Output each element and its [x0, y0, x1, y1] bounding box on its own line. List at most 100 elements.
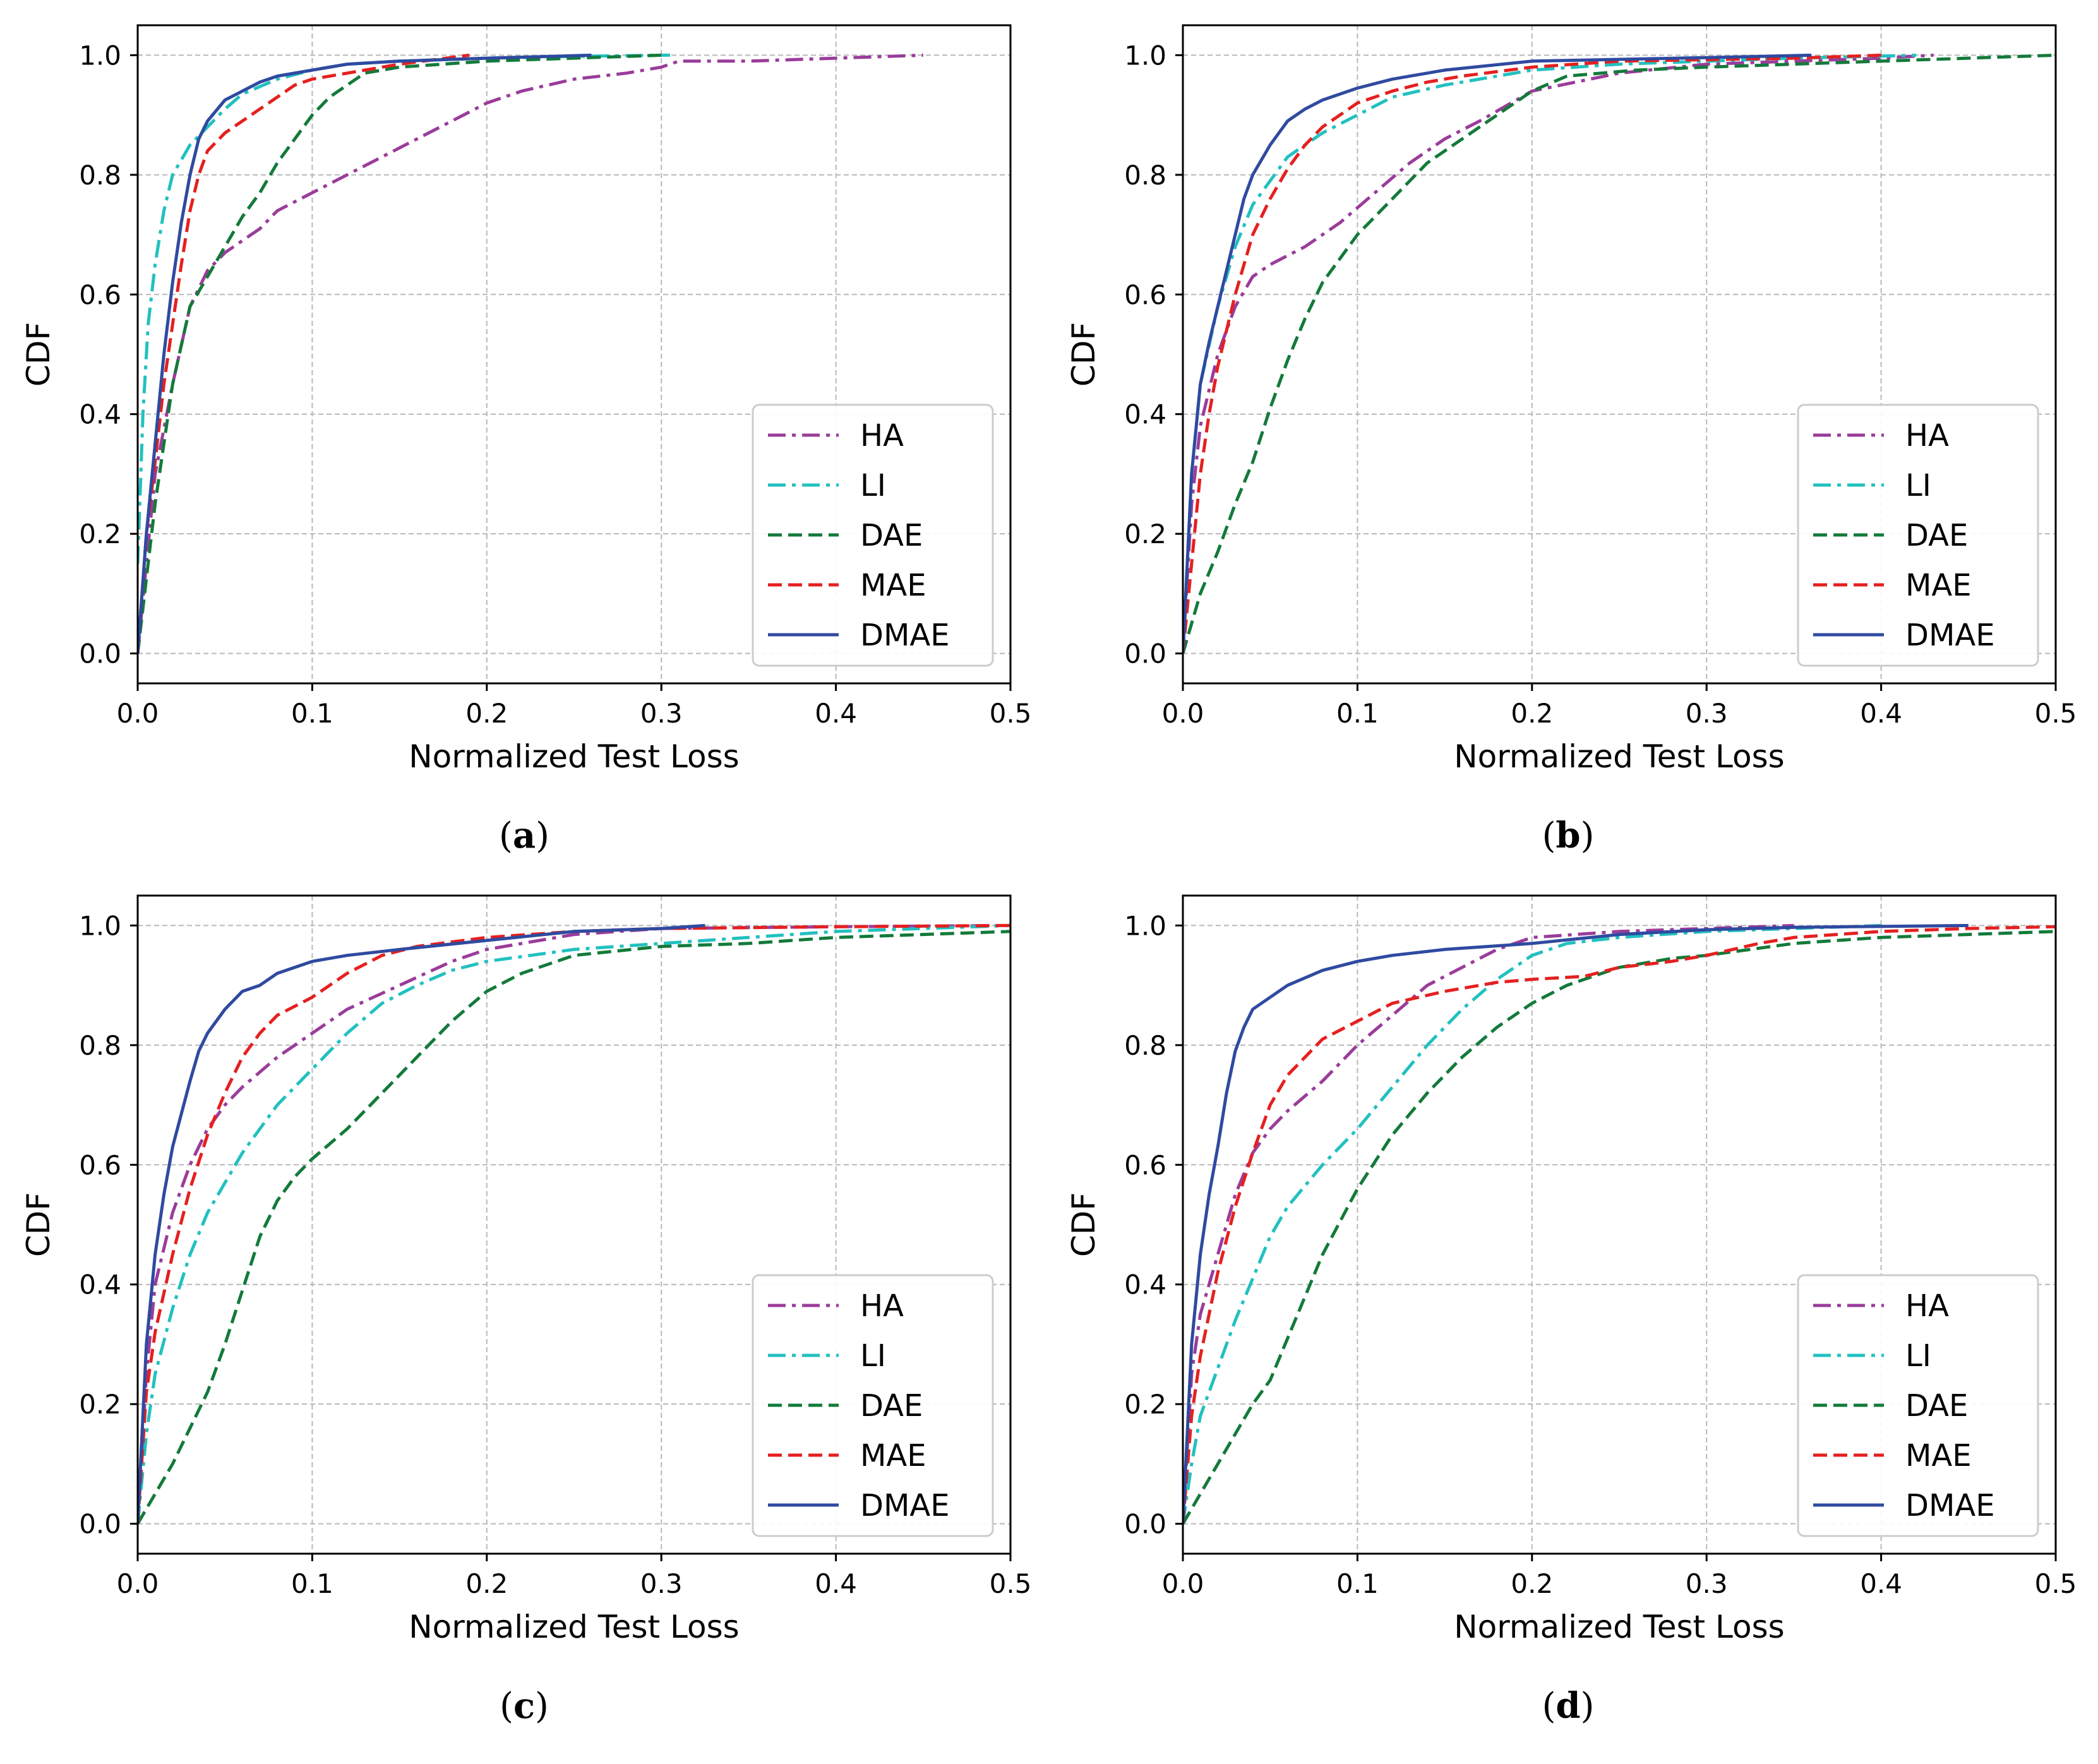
legend-label-mae: MAE — [860, 568, 926, 603]
y-tick-label: 0.4 — [79, 1269, 121, 1300]
x-tick-label: 0.2 — [465, 1568, 508, 1599]
series-line-dae — [1183, 930, 2056, 1525]
x-tick-label: 0.3 — [1686, 698, 1728, 729]
legend-box — [1797, 1274, 2039, 1537]
y-tick-label: 0.8 — [79, 160, 121, 191]
y-tick-label: 1.0 — [1124, 40, 1166, 71]
y-tick-label: 0.8 — [1124, 1030, 1166, 1061]
y-tick-label: 0.2 — [1124, 519, 1166, 549]
y-tick-label: 0.6 — [1124, 279, 1166, 310]
legend-box — [752, 404, 994, 667]
legend: HA LI DAE MAE DMAE — [752, 1274, 994, 1537]
legend-label-li: LI — [1905, 468, 1931, 503]
legend-label-dae: DAE — [1905, 518, 1968, 553]
x-tick-label: 0.5 — [2035, 698, 2077, 729]
x-tick-label: 0.3 — [1686, 1568, 1728, 1599]
legend-label-dmae: DMAE — [1905, 618, 1995, 653]
x-axis-label: Normalized Test Loss — [409, 1609, 739, 1645]
series-line-li — [138, 53, 670, 564]
legend-label-dae: DAE — [1905, 1388, 1968, 1424]
y-tick-label: 0.0 — [79, 1509, 121, 1540]
y-tick-label: 0.4 — [1124, 399, 1166, 430]
y-tick-label: 0.6 — [79, 279, 121, 310]
x-axis-label: Normalized Test Loss — [1454, 738, 1784, 775]
legend: HA LI DAE MAE DMAE — [1797, 1274, 2039, 1537]
series-line-ha — [138, 923, 1010, 1524]
x-tick-label: 0.2 — [465, 698, 508, 729]
caption-b: (b) — [1542, 815, 1595, 856]
legend-label-dmae: DMAE — [860, 1488, 950, 1523]
y-tick-label: 0.2 — [1124, 1389, 1166, 1420]
plot-frame — [1182, 894, 2057, 1555]
y-tick-label: 0.6 — [1124, 1149, 1166, 1180]
plot-frame — [136, 894, 1012, 1555]
legend-box — [1797, 404, 2039, 667]
y-tick-label: 1.0 — [79, 910, 121, 941]
plot-frame — [136, 24, 1012, 685]
series-line-dae — [138, 930, 1010, 1525]
y-tick-label: 0.4 — [1124, 1269, 1166, 1300]
series-line-mae — [1183, 53, 1881, 654]
x-tick-label: 0.0 — [1162, 698, 1204, 729]
x-tick-label: 0.4 — [815, 1568, 857, 1599]
x-tick-label: 0.5 — [990, 1568, 1032, 1599]
x-tick-label: 0.0 — [1162, 1568, 1204, 1599]
legend-label-li: LI — [1905, 1338, 1931, 1374]
caption-c: (c) — [500, 1685, 549, 1727]
series-line-ha — [1183, 923, 1794, 1524]
x-tick-label: 0.3 — [640, 1568, 683, 1599]
x-tick-label: 0.3 — [640, 698, 683, 729]
legend-box — [752, 1274, 994, 1537]
legend: HA LI DAE MAE DMAE — [1797, 404, 2039, 667]
legend-label-dmae: DMAE — [1905, 1488, 1995, 1523]
x-tick-label: 0.4 — [1860, 1568, 1902, 1599]
x-tick-label: 0.1 — [291, 1568, 333, 1599]
legend-label-ha: HA — [1905, 418, 1949, 453]
x-tick-label: 0.2 — [1511, 698, 1553, 729]
legend-label-dae: DAE — [860, 518, 923, 553]
x-tick-label: 0.5 — [2035, 1568, 2077, 1599]
y-tick-label: 0.8 — [1124, 160, 1166, 191]
legend-label-li: LI — [860, 468, 886, 503]
y-tick-label: 1.0 — [79, 40, 121, 71]
x-tick-label: 0.5 — [990, 698, 1032, 729]
caption-a: (a) — [498, 815, 549, 856]
legend-label-mae: MAE — [1905, 568, 1972, 603]
x-tick-label: 0.1 — [1336, 698, 1379, 729]
y-tick-label: 0.4 — [79, 399, 121, 430]
y-axis-label: CDF — [1065, 322, 1102, 387]
legend-label-li: LI — [860, 1338, 886, 1374]
series-line-dmae — [138, 53, 592, 654]
y-tick-label: 0.2 — [79, 519, 121, 549]
legend-label-ha: HA — [860, 418, 904, 453]
x-tick-label: 0.4 — [815, 698, 857, 729]
x-axis-label: Normalized Test Loss — [409, 738, 739, 775]
series-line-li — [1183, 923, 1881, 1524]
x-tick-label: 0.2 — [1511, 1568, 1553, 1599]
series-line-li — [138, 923, 1010, 1524]
x-axis-label: Normalized Test Loss — [1454, 1609, 1784, 1645]
legend-label-dmae: DMAE — [860, 618, 950, 653]
series-line-dmae — [138, 923, 705, 1524]
chart-panel-a: 0.0 0.1 0.2 0.3 0.4 0.5 0.0 0.2 0.4 0.6 0.8 1.0 Norm… — [20, 24, 1032, 775]
y-tick-label: 0.0 — [79, 639, 121, 669]
legend-label-dae: DAE — [860, 1388, 923, 1424]
legend-label-ha: HA — [860, 1288, 904, 1324]
y-tick-label: 0.0 — [1124, 1509, 1166, 1540]
plot-frame — [1182, 24, 2057, 685]
y-axis-label: CDF — [20, 1192, 57, 1257]
series-line-dmae — [1183, 53, 1812, 654]
series-line-dae — [1183, 53, 2056, 654]
x-tick-label: 0.1 — [1336, 1568, 1379, 1599]
legend-label-mae: MAE — [860, 1438, 926, 1473]
chart-panel-d: 0.0 0.1 0.2 0.3 0.4 0.5 0.0 0.2 0.4 0.6 0.8 1.0 Norm… — [1065, 894, 2077, 1645]
chart-panel-c: 0.0 0.1 0.2 0.3 0.4 0.5 0.0 0.2 0.4 0.6 0.8 1.0 Norm… — [20, 894, 1032, 1645]
chart-panel-b: 0.0 0.1 0.2 0.3 0.4 0.5 0.0 0.2 0.4 0.6 0.8 1.0 Norm… — [1065, 24, 2077, 775]
x-tick-label: 0.0 — [117, 1568, 159, 1599]
x-tick-label: 0.1 — [291, 698, 333, 729]
series-line-mae — [138, 53, 470, 654]
series-line-dmae — [1183, 923, 1969, 1524]
legend-label-mae: MAE — [1905, 1438, 1972, 1473]
x-tick-label: 0.4 — [1860, 698, 1902, 729]
